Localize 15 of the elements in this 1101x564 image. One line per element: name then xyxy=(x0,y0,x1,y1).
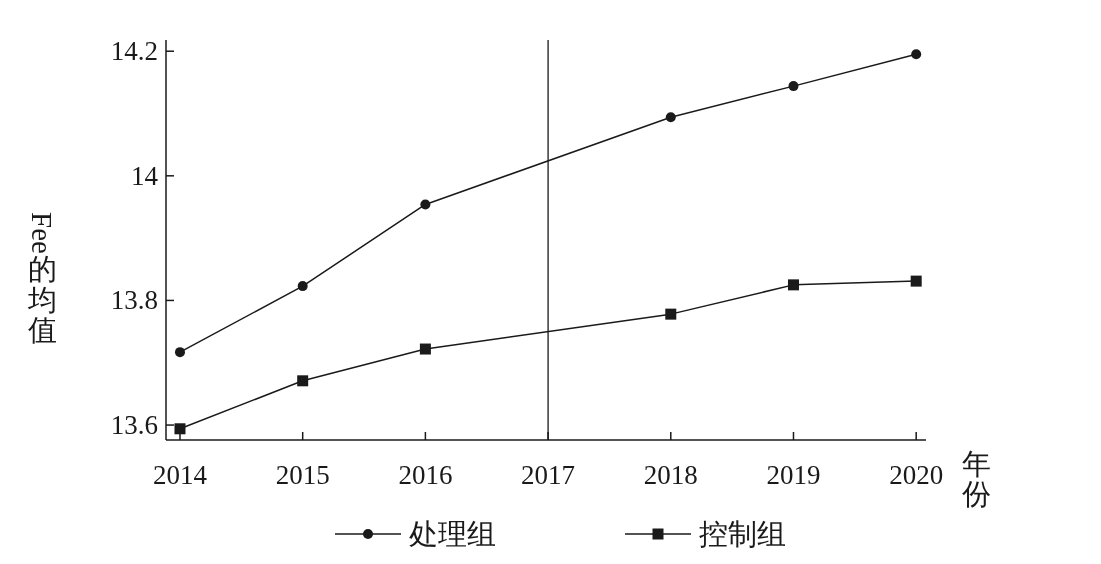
x-tick-label: 2018 xyxy=(643,460,698,490)
y-axis-title: Fee的均值 xyxy=(26,212,59,347)
y-tick-label: 13.6 xyxy=(110,410,158,441)
x-tick-label: 2020 xyxy=(889,460,944,490)
x-tick-label: 2017 xyxy=(521,460,576,490)
y-tick-label: 13.8 xyxy=(110,285,158,316)
x-tick-label: 2019 xyxy=(766,460,821,490)
y-tick-label: 14.2 xyxy=(110,36,158,67)
x-tick-label: 2014 xyxy=(152,460,208,490)
legend-label: 处理组 xyxy=(409,518,496,550)
y-tick-label: 14 xyxy=(131,160,159,191)
x-tick-label: 2015 xyxy=(275,460,330,490)
legend-label: 控制组 xyxy=(699,518,786,550)
x-tick-label: 2016 xyxy=(398,460,453,490)
x-axis-title: 年份 xyxy=(961,447,991,510)
